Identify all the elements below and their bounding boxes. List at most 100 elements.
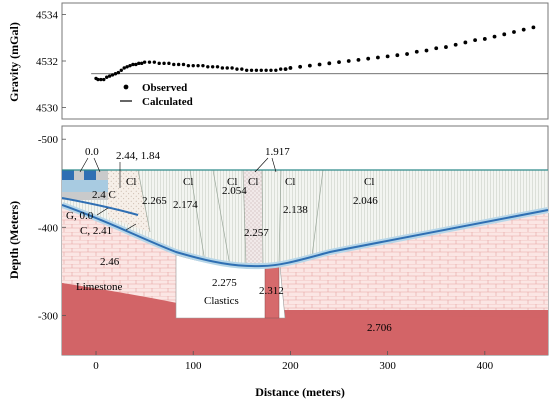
observed-point (181, 62, 186, 67)
observed-point (264, 68, 268, 72)
fault-lines (137, 169, 324, 267)
observed-series (94, 25, 536, 82)
legend-calculated-label: Calculated (142, 96, 193, 108)
observed-point (128, 63, 132, 68)
observed-point (405, 52, 409, 56)
label-density-2257: 2.257 (244, 227, 269, 239)
observed-point (210, 65, 215, 69)
observed-point (147, 60, 152, 64)
salt-basin-body (62, 170, 548, 267)
observed-point (122, 66, 126, 70)
label-density-2046: 2.046 (353, 195, 378, 207)
observed-point (102, 77, 106, 82)
distance-x-tick-label: 0 (93, 360, 99, 372)
depth-section-panel: 0.0 2.44, 1.84 2.4 C Cl 2.265 Cl 2.174 C… (7, 125, 549, 399)
observed-point (453, 42, 458, 47)
observed-point (230, 66, 234, 70)
observed-point (307, 63, 312, 68)
observed-point (249, 68, 254, 72)
depth-y-axis: -500 -400 -300 (38, 134, 66, 322)
observed-point (176, 62, 181, 67)
observed-point (172, 62, 176, 67)
label-density-00: 0.0 (85, 146, 99, 158)
label-cl-2: Cl (183, 176, 193, 188)
label-cl-4: Cl (248, 176, 258, 188)
gravity-y-axis: 4530 4532 4534 (36, 10, 66, 114)
label-density-2265: 2.265 (142, 195, 167, 207)
observed-point (113, 72, 118, 76)
observed-point (259, 68, 263, 72)
observed-point (346, 59, 351, 63)
observed-point (482, 37, 487, 41)
observed-point (502, 32, 507, 37)
observed-point (244, 68, 249, 72)
label-density-2054: 2.054 (222, 185, 247, 197)
label-cl-3: Cl (227, 176, 237, 188)
distance-x-tick-label: 100 (185, 360, 202, 372)
observed-point (110, 73, 115, 77)
observed-point (137, 61, 141, 66)
observed-point (288, 66, 293, 70)
observed-point (395, 53, 400, 58)
observed-point (206, 65, 210, 69)
label-limestone: Limestone (76, 281, 123, 293)
gravity-y-tick-label: 4534 (36, 10, 59, 22)
observed-point (131, 62, 135, 67)
gravity-plot-frame (61, 2, 549, 120)
observed-point (235, 67, 239, 71)
observed-point (473, 38, 477, 43)
observed-point (274, 68, 278, 72)
observed-point (376, 55, 380, 60)
label-density-2706: 2.706 (367, 322, 392, 334)
depth-y-tick-label: -500 (38, 134, 59, 146)
observed-point (142, 60, 147, 64)
observed-point (134, 62, 138, 67)
label-density-2138: 2.138 (283, 204, 308, 216)
observed-point (269, 68, 273, 72)
distance-x-tick-label: 400 (477, 360, 494, 372)
depth-y-axis-label: Depth (Meters) (7, 201, 21, 279)
observed-point (279, 67, 283, 71)
observed-point (152, 60, 157, 64)
label-density-24c: 2.4 C (92, 189, 116, 201)
observed-point (96, 77, 100, 82)
observed-point (385, 54, 390, 59)
observed-point (105, 75, 109, 79)
label-clastics: Clastics (204, 295, 239, 307)
observed-point (414, 49, 419, 54)
observed-point (215, 65, 220, 69)
label-density-1917: 1.917 (265, 146, 290, 158)
observed-point (424, 48, 429, 53)
distance-x-axis: 0 100 200 300 400 (93, 351, 494, 372)
observed-point (140, 61, 144, 66)
observed-point (157, 61, 161, 66)
observed-point (337, 60, 341, 65)
observed-point (191, 63, 195, 68)
observed-point (283, 67, 288, 72)
observed-point (240, 67, 244, 71)
legend-observed-label: Observed (142, 82, 187, 94)
body-2257 (243, 170, 263, 266)
observed-point (512, 30, 516, 34)
observed-point (444, 45, 448, 49)
label-density-2275: 2.275 (212, 277, 237, 289)
observed-point (463, 40, 468, 45)
observed-point (186, 63, 191, 68)
geologic-section: 0.0 2.44, 1.84 2.4 C Cl 2.265 Cl 2.174 C… (62, 146, 549, 355)
observed-point (125, 65, 129, 69)
depth-y-tick-label: -400 (38, 222, 59, 234)
observed-point (167, 61, 171, 66)
observed-point (254, 68, 259, 72)
gravity-y-tick-label: 4532 (36, 56, 58, 68)
observed-point (492, 34, 497, 39)
depth-y-tick-label: -300 (38, 310, 59, 322)
observed-point (317, 62, 322, 67)
observed-point (201, 63, 205, 68)
distance-x-axis-label: Distance (meters) (255, 385, 345, 399)
distance-x-tick-label: 300 (379, 360, 396, 372)
observed-point (327, 61, 332, 66)
observed-point (162, 61, 166, 66)
gravity-legend: Observed Calculated (120, 82, 193, 108)
observed-point (220, 66, 225, 70)
label-cl-5: Cl (285, 176, 295, 188)
